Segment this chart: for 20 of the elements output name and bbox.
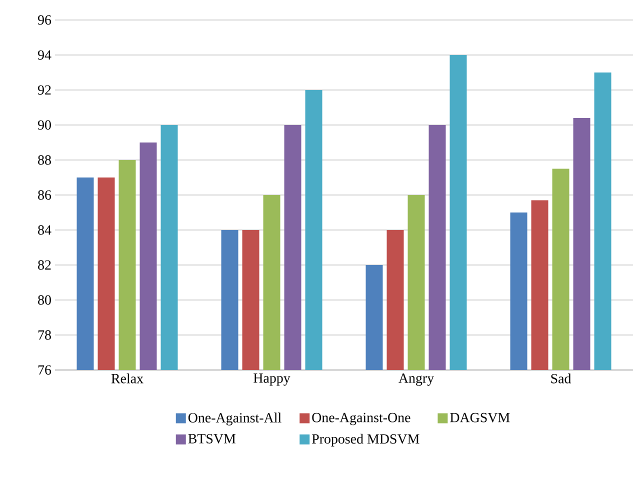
y-tick-label: 88 (38, 155, 51, 165)
y-tick-label: 92 (38, 85, 51, 95)
y-tick-label: 84 (38, 225, 52, 235)
legend-label: Proposed MDSVM (312, 434, 420, 446)
y-tick-label: 86 (38, 190, 52, 200)
y-tick-label: 90 (38, 120, 51, 130)
x-tick-label: Happy (254, 374, 290, 386)
legend-label: One-Against-All (188, 412, 282, 426)
y-tick-label: 96 (38, 15, 52, 25)
y-tick-label: 80 (38, 295, 51, 305)
y-tick-label: 78 (38, 330, 51, 340)
x-tick-label: Angry (398, 374, 434, 386)
y-tick-label: 76 (38, 365, 52, 375)
y-tick-label: 82 (38, 260, 51, 270)
legend-label: One-Against-One (312, 412, 410, 426)
legend-label: DAGSVM (450, 412, 510, 422)
x-tick-label: Relax (111, 374, 144, 384)
x-tick-label: Sad (551, 374, 572, 384)
y-tick-label: 94 (38, 50, 52, 60)
legend-label: BTSVM (188, 434, 236, 444)
